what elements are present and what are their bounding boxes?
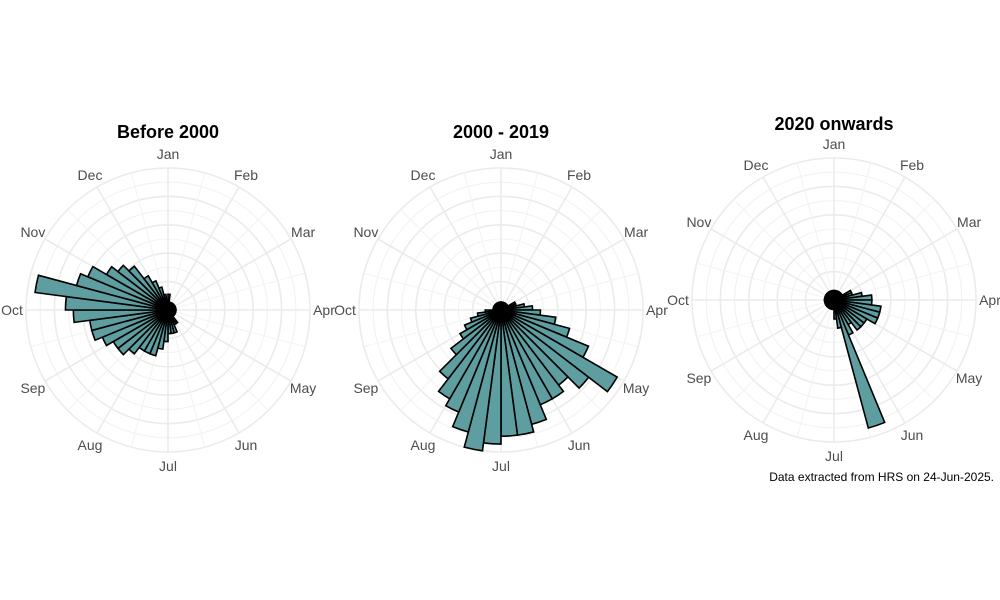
month-label-aug: Aug xyxy=(411,437,436,453)
month-label-feb: Feb xyxy=(900,157,924,173)
month-label-mar: Mar xyxy=(957,214,981,230)
month-label-may: May xyxy=(956,370,982,386)
grid-spoke-minor xyxy=(796,162,835,301)
month-label-jun: Jun xyxy=(568,437,591,453)
month-label-oct: Oct xyxy=(334,302,356,318)
grid-spoke xyxy=(429,186,502,311)
polar-bar xyxy=(463,309,502,331)
month-label-nov: Nov xyxy=(353,224,378,240)
month-label-sep: Sep xyxy=(20,380,45,396)
grid-spoke-minor xyxy=(696,299,835,338)
month-label-jan: Jan xyxy=(823,136,846,152)
polar-panel-3: Jan Feb Mar Apr May Jun Jul Aug Sep Oct Nov Dec 2020… xyxy=(667,114,1000,464)
month-label-oct: Oct xyxy=(667,292,689,308)
month-label-feb: Feb xyxy=(234,167,258,183)
month-label-jun: Jun xyxy=(901,427,924,443)
month-label-apr: Apr xyxy=(313,302,335,318)
grid-spoke-minor xyxy=(500,209,602,311)
grid-spoke-minor xyxy=(167,309,269,411)
polar-bar xyxy=(166,301,169,311)
polar-panel-2: Jan Feb Mar Apr May Jun Jul Aug Sep Oct Nov Dec 2000… xyxy=(334,122,668,474)
polar-bar xyxy=(116,264,169,311)
month-label-oct: Oct xyxy=(1,302,23,318)
grid-spoke-minor xyxy=(696,262,835,301)
month-label-feb: Feb xyxy=(567,167,591,183)
month-label-jul: Jul xyxy=(159,458,177,474)
polar-bar xyxy=(438,309,502,380)
polar-bar xyxy=(833,299,886,430)
polar-bar xyxy=(469,309,502,324)
grid-spoke xyxy=(167,309,240,434)
month-label-jul: Jul xyxy=(492,458,510,474)
month-label-mar: Mar xyxy=(291,224,315,240)
grid-spoke-minor xyxy=(733,299,835,401)
grid-spoke-minor xyxy=(167,209,269,311)
polar-bar xyxy=(458,309,502,340)
polar-bar xyxy=(449,309,502,356)
grid-spoke-minor xyxy=(833,199,935,301)
grid-spoke xyxy=(710,299,835,372)
month-label-dec: Dec xyxy=(78,167,103,183)
grid-spoke xyxy=(167,186,240,311)
grid-spoke xyxy=(377,238,502,311)
polar-bar xyxy=(833,299,843,330)
month-label-sep: Sep xyxy=(686,370,711,386)
month-label-jan: Jan xyxy=(157,146,180,162)
data-source-caption: Data extracted from HRS on 24-Jun-2025. xyxy=(769,470,994,484)
grid-spoke-minor xyxy=(363,272,502,311)
grid-spoke xyxy=(167,238,292,311)
grid-spoke xyxy=(500,186,573,311)
month-label-aug: Aug xyxy=(78,437,103,453)
grid-spoke-minor xyxy=(833,162,872,301)
polar-bar xyxy=(437,309,502,400)
month-label-jan: Jan xyxy=(490,146,513,162)
grid-spoke-minor xyxy=(167,272,306,311)
month-label-aug: Aug xyxy=(744,427,769,443)
month-label-sep: Sep xyxy=(353,380,378,396)
panel-title: Before 2000 xyxy=(117,122,219,142)
month-label-may: May xyxy=(623,380,649,396)
month-label-dec: Dec xyxy=(411,167,436,183)
polar-bar xyxy=(499,301,502,311)
polar-bar xyxy=(127,265,169,311)
grid-spoke-minor xyxy=(167,309,306,348)
grid-spoke xyxy=(833,228,958,301)
month-label-apr: Apr xyxy=(646,302,668,318)
month-label-may: May xyxy=(290,380,316,396)
polar-bar xyxy=(500,309,590,390)
polar-bar xyxy=(151,279,169,311)
month-label-jun: Jun xyxy=(235,437,258,453)
grid-spoke xyxy=(833,176,906,301)
grid-spoke-minor xyxy=(167,172,206,311)
grid-spoke xyxy=(167,309,292,382)
panel-title: 2000 - 2019 xyxy=(453,122,549,142)
grid-spoke xyxy=(762,299,835,424)
polar-bar xyxy=(500,309,619,393)
month-label-jul: Jul xyxy=(825,448,843,464)
month-label-nov: Nov xyxy=(20,224,45,240)
grid-spoke xyxy=(500,238,625,311)
panel-title: 2020 onwards xyxy=(774,114,893,134)
polar-bar xyxy=(831,289,835,301)
month-label-mar: Mar xyxy=(624,224,648,240)
grid-spoke-minor xyxy=(796,299,835,438)
grid-spoke-minor xyxy=(733,199,835,301)
polar-panel-1: Jan Feb Mar Apr May Jun Jul Aug Sep Oct Nov Dec Befo… xyxy=(1,122,335,474)
grid-spoke-minor xyxy=(463,172,502,311)
month-label-dec: Dec xyxy=(744,157,769,173)
month-label-nov: Nov xyxy=(686,214,711,230)
grid-spoke xyxy=(710,228,835,301)
grid-spoke-minor xyxy=(400,209,502,311)
grid-spoke-minor xyxy=(500,172,539,311)
polar-bar xyxy=(142,274,169,311)
month-label-apr: Apr xyxy=(979,292,1000,308)
grid-spoke xyxy=(762,176,835,301)
